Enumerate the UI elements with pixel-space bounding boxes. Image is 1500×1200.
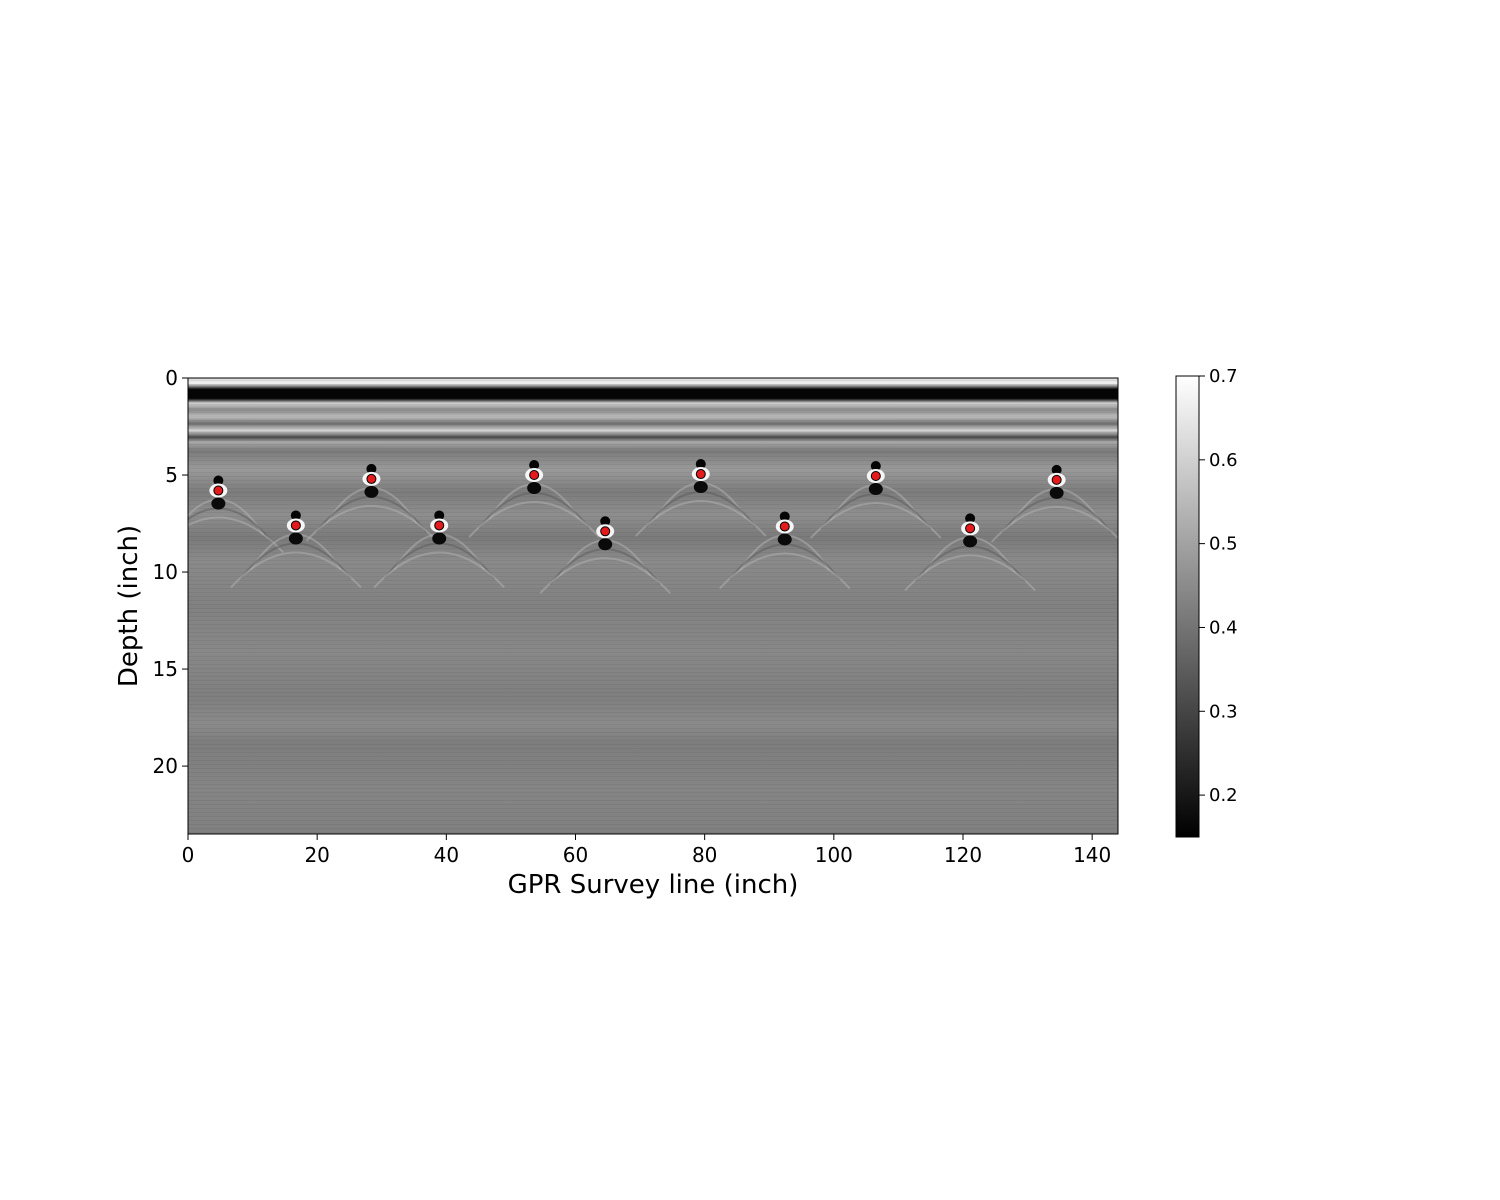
reflection-dark-blob: [779, 511, 790, 522]
reflection-dark-blob: [695, 459, 706, 470]
hyperbola-arc: [230, 551, 362, 589]
reflection-dark-blob: [366, 463, 377, 474]
x-tick-label: 120: [944, 843, 982, 867]
reflection-dark-blob: [1051, 464, 1062, 475]
y-axis-label: Depth (inch): [114, 525, 144, 687]
target-point: [366, 473, 377, 484]
reflection-dark-blob: [598, 538, 613, 551]
y-tick-label: 0: [165, 366, 178, 390]
reflection-dark-blob: [600, 516, 611, 527]
plot-frame: [187, 377, 1119, 835]
target-point: [600, 526, 611, 537]
hyperbola-arc: [990, 505, 1118, 543]
hyperbola-arc: [810, 501, 942, 539]
reflection-dark-blob: [965, 513, 976, 524]
hyperbola-arc: [468, 501, 600, 538]
reflection-dark-blob: [364, 485, 379, 498]
y-tick-label: 15: [153, 657, 178, 681]
colorbar-ticks: 0.2 0.3 0.4 0.5 0.6 0.7: [1199, 366, 1238, 806]
reflection-dark-blob: [868, 482, 883, 495]
x-axis-label: GPR Survey line (inch): [508, 870, 799, 900]
target-point: [1051, 474, 1062, 485]
x-tick-label: 100: [815, 843, 853, 867]
hyperbola-arc: [719, 552, 851, 590]
hyperbola-arc: [539, 557, 671, 594]
reflection-dark-blob: [777, 533, 792, 546]
x-tick-label: 20: [304, 843, 329, 867]
hyperbola-arc: [188, 516, 285, 554]
reflection-dark-blob: [693, 481, 708, 494]
reflection-dark-blob: [211, 497, 226, 510]
y-tick-label: 20: [153, 754, 178, 778]
y-tick-label: 10: [153, 560, 178, 584]
y-axis-ticks: 0 5 10 15 20: [153, 366, 188, 778]
target-point: [779, 521, 790, 532]
colorbar-tick-label: 0.5: [1209, 534, 1238, 555]
target-point: [870, 470, 881, 481]
colorbar-tick-label: 0.4: [1209, 617, 1238, 638]
target-markers: [213, 469, 1062, 537]
reflection-dark-blob: [213, 475, 224, 486]
colorbar-tick-label: 0.2: [1209, 785, 1238, 806]
target-point: [290, 520, 301, 531]
reflection-dark-blob: [290, 510, 301, 521]
x-axis-ticks: 0 20 40 60 80 100 120 140: [182, 834, 1111, 867]
hyperbola-arc: [373, 551, 505, 589]
target-point: [529, 470, 540, 481]
colorbar-gradient: [1175, 375, 1200, 838]
reflection-dark-blob: [288, 532, 303, 545]
x-tick-label: 60: [563, 843, 588, 867]
colorbar-tick-label: 0.6: [1209, 450, 1238, 471]
colorbar-tick-label: 0.3: [1209, 701, 1238, 722]
colorbar-tick-label: 0.7: [1209, 366, 1238, 387]
colorbar: 0.2 0.3 0.4 0.5 0.6 0.7: [1175, 366, 1238, 838]
reflection-dark-blob: [1049, 486, 1064, 499]
hyperbola-arc: [635, 500, 767, 537]
reflection-dark-blob: [529, 460, 540, 471]
reflection-dark-blob: [527, 482, 542, 495]
radargram-image: [188, 378, 1118, 834]
y-tick-label: 5: [165, 463, 178, 487]
x-tick-label: 40: [434, 843, 459, 867]
hyperbola-arc: [305, 504, 438, 542]
x-tick-label: 0: [182, 843, 195, 867]
target-point: [434, 520, 445, 531]
x-tick-label: 80: [692, 843, 717, 867]
x-tick-label: 140: [1073, 843, 1111, 867]
reflection-dark-blob: [870, 460, 881, 471]
reflection-dark-blob: [963, 535, 978, 548]
reflection-dark-blob: [434, 510, 445, 521]
reflection-dark-blob: [432, 532, 447, 545]
target-point: [695, 469, 706, 480]
hyperbola-arc: [904, 554, 1036, 592]
target-point: [965, 523, 976, 534]
target-point: [213, 485, 224, 496]
